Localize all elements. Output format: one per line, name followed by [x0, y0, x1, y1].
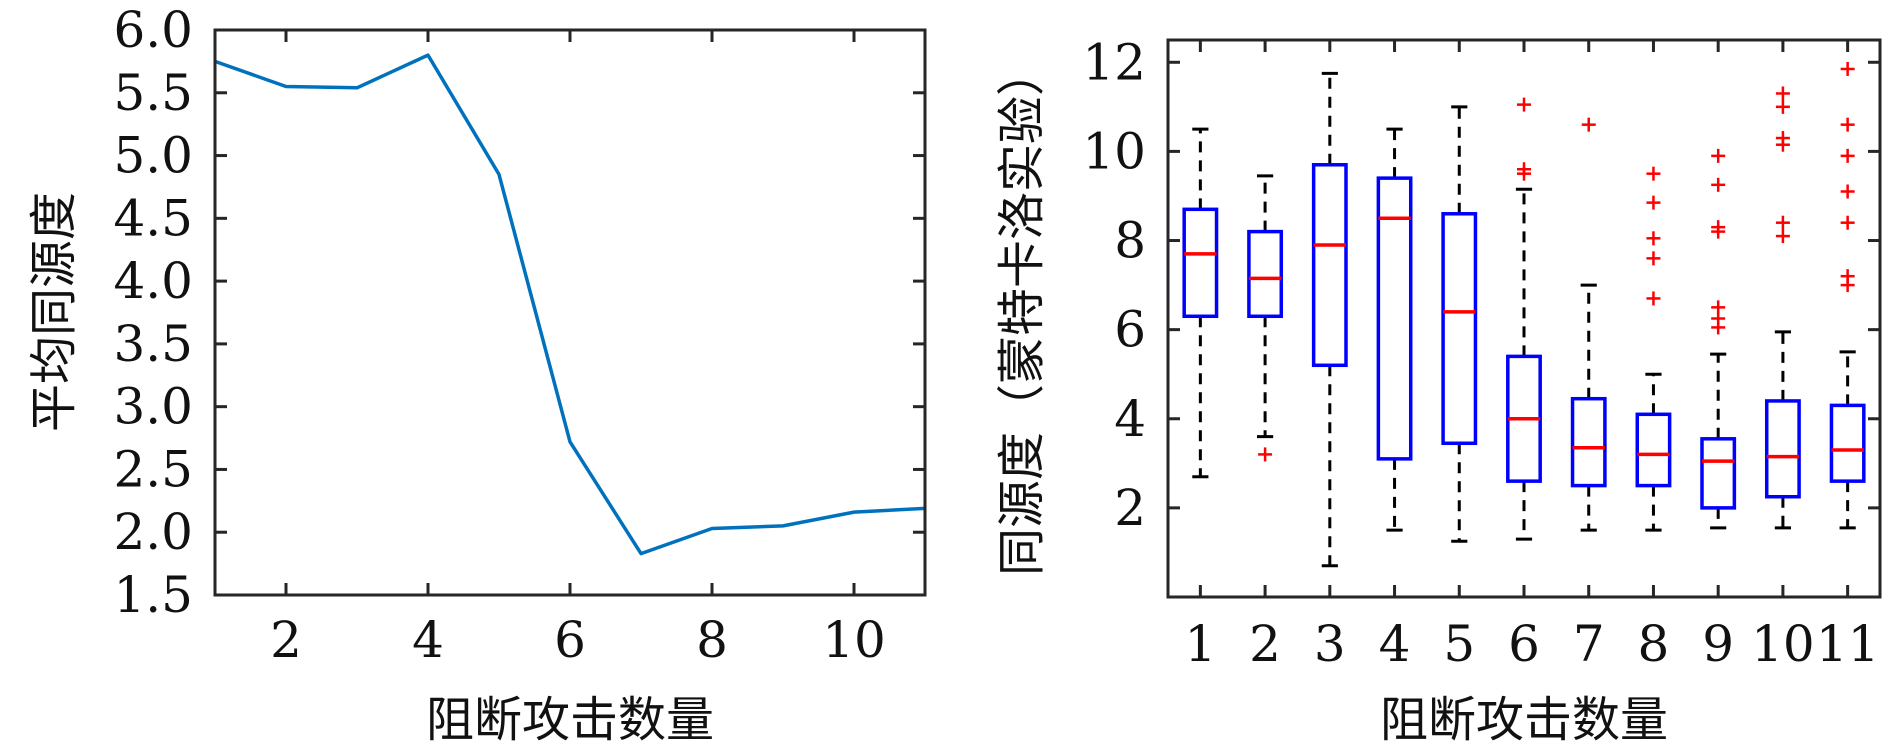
y-tick-label: 1.5 [113, 566, 193, 624]
y-tick-label: 12 [1082, 33, 1146, 91]
outlier-marker [1711, 220, 1726, 235]
outlier-marker [1840, 117, 1855, 132]
x-tick-label: 2 [270, 611, 302, 669]
iqr-box [1247, 229, 1284, 319]
x-tick-label: 5 [1443, 615, 1475, 673]
box-plot-x-axis-title: 阻断攻击数量 [1380, 692, 1668, 748]
outlier-marker [1517, 162, 1531, 177]
iqr-box [1311, 163, 1348, 368]
box-8 [1635, 166, 1672, 532]
iqr-box [1441, 212, 1478, 446]
line-chart-y-axis-title: 平均同源度 [26, 192, 82, 432]
y-tick-label: 3.5 [113, 315, 193, 373]
outlier-marker [1581, 117, 1596, 132]
box-3 [1311, 71, 1348, 568]
outlier-marker [1775, 86, 1790, 101]
x-tick-label: 7 [1573, 615, 1605, 673]
box-11 [1829, 61, 1866, 530]
y-tick-label: 5.5 [113, 64, 193, 122]
iqr-box [1376, 176, 1413, 461]
y-tick-label: 5.0 [113, 127, 193, 185]
outlier-marker [1646, 195, 1661, 210]
y-tick-label: 2.0 [113, 503, 193, 561]
outlier-marker [1840, 215, 1855, 230]
x-tick-label: 11 [1816, 615, 1880, 673]
outlier-marker [1258, 447, 1273, 462]
y-tick-label: 6.0 [113, 1, 193, 59]
x-tick-label: 10 [822, 611, 886, 669]
box-7 [1570, 117, 1607, 532]
y-tick-label: 10 [1082, 122, 1146, 180]
x-tick-label: 1 [1184, 615, 1216, 673]
y-tick-label: 4 [1114, 390, 1146, 448]
iqr-box [1635, 412, 1672, 488]
iqr-box [1764, 399, 1801, 499]
box-1 [1182, 127, 1219, 479]
x-tick-label: 4 [412, 611, 444, 669]
x-tick-label: 2 [1249, 615, 1281, 673]
y-tick-label: 2 [1114, 479, 1146, 537]
x-tick-label: 6 [1508, 615, 1540, 673]
outlier-marker [1840, 148, 1855, 163]
iqr-box [1182, 207, 1219, 319]
outlier-marker [1775, 215, 1790, 230]
line-chart-ticks [215, 28, 925, 597]
box-4 [1376, 127, 1413, 532]
y-tick-label: 4.0 [113, 252, 193, 310]
x-tick-label: 3 [1314, 615, 1346, 673]
outlier-marker [1646, 291, 1661, 306]
y-tick-label: 3.0 [113, 378, 193, 436]
line-series [214, 53, 926, 556]
outlier-marker [1517, 97, 1531, 112]
outlier-marker [1775, 131, 1790, 146]
outlier-marker [1840, 269, 1855, 284]
x-tick-label: 4 [1379, 615, 1411, 673]
x-tick-label: 8 [1638, 615, 1670, 673]
outlier-marker [1646, 231, 1661, 246]
line-chart-tick-labels: 2 4 6 8 10 1.52.02.53.03.54.04.55.05.56.0 [113, 1, 885, 669]
outlier-marker [1711, 300, 1726, 315]
iqr-box [1829, 403, 1866, 483]
box-plot-ticks [1168, 40, 1880, 597]
line-chart-x-axis-title: 阻断攻击数量 [426, 692, 714, 748]
box-plot-axes-box [1166, 38, 1882, 599]
outlier-marker [1711, 148, 1726, 163]
outlier-marker [1646, 166, 1661, 181]
y-tick-label: 8 [1114, 212, 1146, 270]
y-tick-label: 4.5 [113, 189, 193, 247]
box-9 [1700, 148, 1737, 530]
x-tick-label: 6 [554, 611, 586, 669]
outlier-marker [1775, 229, 1790, 244]
line-chart-panel: 2 4 6 8 10 1.52.02.53.03.54.04.55.05.56.0 阻断攻… [26, 1, 927, 748]
x-tick-label: 8 [696, 611, 728, 669]
box-10 [1764, 86, 1801, 530]
iqr-box [1570, 396, 1607, 488]
outlier-marker [1840, 61, 1855, 76]
box-plot-boxes [1182, 61, 1866, 568]
box-5 [1441, 105, 1478, 543]
box-plot-y-axis-title: 同源度（蒙特卡洛实验） [994, 48, 1050, 576]
outlier-marker [1775, 99, 1790, 114]
x-tick-label: 9 [1702, 615, 1734, 673]
y-tick-label: 2.5 [113, 440, 193, 498]
box-2 [1247, 174, 1284, 462]
line-chart-axes-box [213, 28, 927, 597]
outlier-marker [1840, 184, 1855, 199]
outlier-marker [1711, 177, 1726, 192]
iqr-box [1700, 437, 1737, 510]
y-tick-label: 6 [1114, 301, 1146, 359]
x-tick-label: 10 [1751, 615, 1815, 673]
box-6 [1506, 97, 1542, 541]
outlier-marker [1646, 251, 1661, 266]
